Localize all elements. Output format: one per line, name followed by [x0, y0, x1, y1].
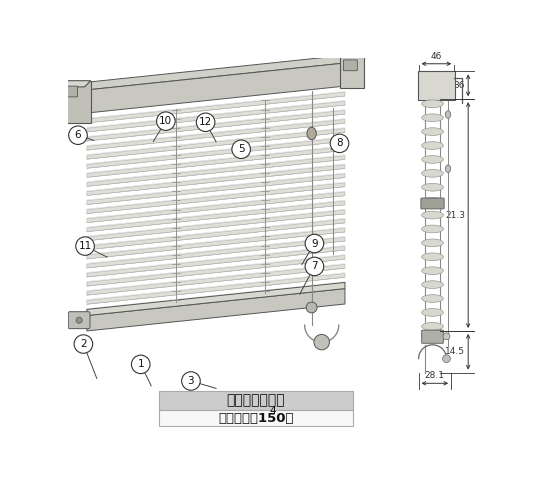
Circle shape	[305, 257, 323, 276]
Text: 1: 1	[137, 360, 144, 370]
Polygon shape	[87, 156, 345, 186]
Polygon shape	[87, 183, 345, 214]
Polygon shape	[87, 282, 345, 315]
Polygon shape	[87, 210, 345, 241]
Polygon shape	[55, 81, 91, 87]
Circle shape	[197, 113, 215, 132]
Ellipse shape	[422, 239, 443, 247]
Circle shape	[131, 355, 150, 373]
FancyBboxPatch shape	[159, 410, 353, 426]
Ellipse shape	[422, 253, 443, 261]
Circle shape	[157, 112, 175, 131]
Text: 12: 12	[199, 117, 212, 127]
Polygon shape	[87, 137, 345, 168]
Polygon shape	[87, 228, 345, 259]
Text: 9: 9	[311, 239, 318, 249]
Polygon shape	[87, 63, 345, 113]
Ellipse shape	[422, 169, 443, 177]
Circle shape	[74, 335, 93, 353]
Text: 46: 46	[431, 52, 442, 60]
Polygon shape	[87, 274, 345, 304]
Polygon shape	[87, 246, 345, 277]
Text: 6: 6	[75, 130, 82, 140]
Polygon shape	[87, 129, 345, 159]
Text: 10: 10	[159, 116, 172, 126]
FancyBboxPatch shape	[343, 60, 357, 71]
Text: 2: 2	[80, 339, 87, 349]
Ellipse shape	[422, 267, 443, 275]
Text: 21.3: 21.3	[445, 211, 465, 219]
Polygon shape	[87, 120, 345, 150]
Ellipse shape	[422, 142, 443, 149]
Ellipse shape	[443, 355, 450, 362]
Polygon shape	[87, 288, 345, 331]
Ellipse shape	[422, 225, 443, 233]
Polygon shape	[62, 81, 91, 123]
FancyBboxPatch shape	[418, 71, 455, 100]
Text: 3: 3	[187, 376, 194, 386]
Polygon shape	[87, 92, 345, 123]
Polygon shape	[87, 174, 345, 204]
Circle shape	[69, 126, 87, 144]
Circle shape	[264, 401, 282, 420]
FancyBboxPatch shape	[340, 56, 363, 88]
Polygon shape	[87, 264, 345, 295]
FancyBboxPatch shape	[159, 391, 353, 410]
FancyBboxPatch shape	[422, 330, 443, 343]
Polygon shape	[87, 283, 345, 313]
Polygon shape	[87, 146, 345, 177]
Text: 14.5: 14.5	[445, 347, 465, 356]
Ellipse shape	[443, 333, 450, 340]
Ellipse shape	[422, 128, 443, 135]
Ellipse shape	[422, 183, 443, 191]
Ellipse shape	[306, 302, 317, 313]
Ellipse shape	[422, 211, 443, 219]
Polygon shape	[87, 165, 345, 195]
Text: 28.1: 28.1	[425, 371, 445, 380]
Ellipse shape	[307, 127, 316, 140]
Circle shape	[330, 134, 349, 153]
Circle shape	[181, 372, 200, 390]
Text: 製品高さ＋150㎜: 製品高さ＋150㎜	[218, 412, 294, 425]
Ellipse shape	[446, 111, 451, 119]
Ellipse shape	[422, 114, 443, 121]
Ellipse shape	[446, 165, 451, 173]
Polygon shape	[87, 237, 345, 268]
FancyBboxPatch shape	[68, 312, 90, 329]
Polygon shape	[55, 81, 62, 129]
FancyBboxPatch shape	[64, 86, 78, 97]
Text: 操作コード長さ: 操作コード長さ	[226, 394, 285, 408]
Ellipse shape	[422, 156, 443, 163]
Polygon shape	[87, 255, 345, 286]
Ellipse shape	[422, 281, 443, 288]
Polygon shape	[87, 55, 345, 90]
Circle shape	[76, 237, 94, 255]
Polygon shape	[87, 219, 345, 250]
Ellipse shape	[422, 100, 443, 108]
Circle shape	[314, 335, 329, 350]
Text: 36: 36	[454, 81, 465, 90]
Ellipse shape	[422, 197, 443, 205]
Circle shape	[232, 140, 251, 158]
Polygon shape	[87, 201, 345, 232]
Polygon shape	[87, 101, 345, 132]
Circle shape	[305, 234, 323, 253]
Ellipse shape	[422, 323, 443, 330]
Ellipse shape	[422, 295, 443, 302]
Circle shape	[76, 317, 82, 323]
Polygon shape	[87, 110, 345, 141]
Text: 8: 8	[336, 138, 343, 148]
Text: 5: 5	[238, 144, 245, 154]
Text: 7: 7	[311, 262, 318, 271]
Polygon shape	[87, 192, 345, 223]
FancyBboxPatch shape	[421, 198, 444, 209]
Ellipse shape	[422, 309, 443, 316]
Text: 4: 4	[269, 406, 276, 416]
Text: 11: 11	[78, 241, 92, 251]
